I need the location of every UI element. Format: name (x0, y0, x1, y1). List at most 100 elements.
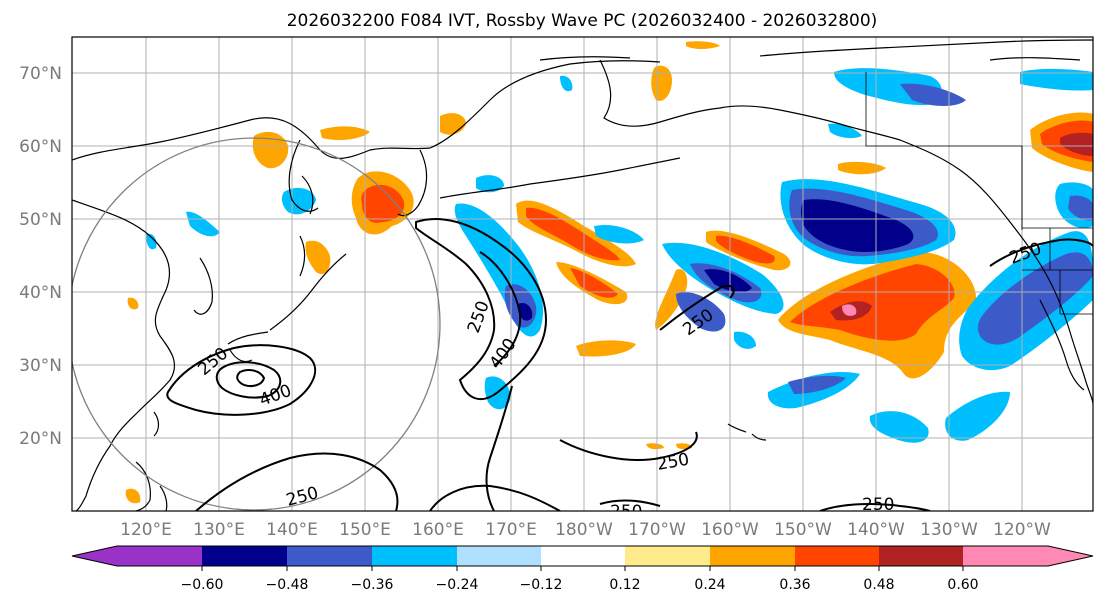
ivt-negative-region (869, 411, 929, 443)
lon-label: 120°E (120, 520, 172, 540)
colorbar-tick-label: 0.24 (694, 577, 725, 593)
ivt-positive-core (526, 207, 620, 261)
ivt-positive-core (570, 268, 618, 298)
ivt-negative-region (146, 233, 157, 250)
ivt-negative-core (704, 269, 752, 293)
ivt-negative-region (734, 331, 756, 349)
ivt-negative-region (828, 123, 862, 139)
colorbar-tick-label: −0.60 (181, 577, 224, 593)
colorbar-tick-label: −0.12 (520, 577, 563, 593)
ivt-negative-region (977, 252, 1093, 345)
ivt-positive-core (790, 264, 955, 341)
colorbar-tick-label: 0.60 (947, 577, 978, 593)
japan-south (227, 331, 269, 363)
lon-labels: 120°E 130°E 140°E 150°E 160°E 170°E 180°… (120, 520, 1051, 540)
ivt-negative-region (594, 224, 644, 244)
ivt-negative-region (476, 175, 504, 193)
map-panel: 250 400 250 400 250 250 250 250 250 250 (71, 36, 1094, 512)
lon-label: 140°E (266, 520, 318, 540)
taiwan (153, 411, 160, 437)
alaska-coastline (539, 56, 1093, 405)
japan-coastline (269, 175, 347, 331)
lat-label: 30°N (19, 356, 62, 376)
lon-label: 170°W (628, 520, 686, 540)
contour-400-west (215, 361, 282, 399)
lat-labels: 70°N 60°N 50°N 40°N 30°N 20°N (19, 64, 62, 449)
ivt-positive-core (716, 235, 775, 264)
colorbar-tick-label: 0.48 (863, 577, 894, 593)
contour-250-southeast (485, 385, 513, 511)
lon-label: 150°W (774, 520, 832, 540)
figure-title: 2026032200 F084 IVT, Rossby Wave PC (202… (287, 11, 878, 31)
colorbar-tick-label: −0.48 (266, 577, 309, 593)
contour-250-dateline (659, 284, 735, 331)
ivt-positive-region (320, 126, 370, 140)
contour-250-center (429, 484, 561, 511)
lat-label: 40°N (19, 283, 62, 303)
contour-250-hawaii (559, 431, 698, 461)
region-circle (72, 137, 441, 511)
lon-label: 180°W (555, 520, 613, 540)
ivt-positive-core (1060, 132, 1093, 156)
lon-label: 120°W (993, 520, 1051, 540)
ivt-negative-region (945, 391, 1010, 441)
asia-coastline (72, 60, 661, 161)
philippines (135, 461, 168, 511)
lon-label: 150°E (339, 520, 391, 540)
colorbar-tick-label: −0.24 (436, 577, 479, 593)
lon-label: 140°W (847, 520, 905, 540)
ivt-negative-region (676, 292, 726, 332)
colorbar-segment (795, 546, 879, 566)
lat-label: 60°N (19, 137, 62, 157)
ivt-negative-core (801, 199, 914, 252)
ivt-negative-core (518, 302, 533, 321)
contour-250-east (415, 218, 548, 401)
contour-400-inner (236, 369, 266, 387)
lon-label: 160°W (701, 520, 759, 540)
lon-label: 130°E (193, 520, 245, 540)
hawaii (727, 423, 767, 441)
ivt-positive-region (125, 488, 141, 504)
lon-label: 160°E (412, 520, 464, 540)
colorbar-ticks (201, 566, 964, 571)
colorbar-segment (202, 546, 287, 566)
contour-250-south (195, 452, 399, 511)
aleutians (439, 157, 681, 199)
colorbar-segment (287, 546, 372, 566)
ivt-contours (166, 218, 1093, 511)
colorbar-tick-label: −0.36 (351, 577, 394, 593)
contour-250-subtropic (599, 499, 661, 507)
us-state-borders (1021, 146, 1093, 315)
colorbar-tick-label: 0.12 (609, 577, 640, 593)
colorbar-extension-right (1048, 546, 1093, 566)
lon-label: 130°W (920, 520, 978, 540)
lat-label: 20°N (19, 429, 62, 449)
colorbar-tick-label: 0.36 (779, 577, 810, 593)
lat-label: 50°N (19, 210, 62, 230)
colorbar-segment (963, 546, 1048, 566)
korea-peninsula (193, 257, 213, 315)
colorbar: −0.60 −0.48 −0.36 −0.24 −0.12 0.12 0.24 … (71, 545, 1094, 593)
ivt-positive-region (127, 297, 139, 310)
kamchatka-coastline (397, 149, 428, 217)
contour-250-us (989, 238, 1093, 267)
colorbar-segment (117, 546, 202, 566)
ivt-negative-region (186, 211, 220, 237)
colorbar-segment (625, 546, 710, 566)
colorbar-segment (457, 546, 541, 566)
ivt-negative-region (560, 75, 573, 92)
colorbar-segment (372, 546, 457, 566)
contour-250-east-pacific (819, 502, 931, 511)
colorbar-tick-labels: −0.60 −0.48 −0.36 −0.24 −0.12 0.12 0.24 … (181, 577, 979, 593)
china-korea-coastline (72, 199, 175, 511)
colorbar-outline (71, 545, 1094, 567)
ivt-positive-core (842, 304, 857, 316)
colorbar-segment (541, 546, 625, 566)
ivt-negative-region (1068, 195, 1093, 221)
baja-california (1039, 299, 1085, 391)
ivt-positive-region (686, 41, 720, 49)
ivt-positive-region (655, 269, 688, 330)
map-frame (71, 36, 1094, 512)
